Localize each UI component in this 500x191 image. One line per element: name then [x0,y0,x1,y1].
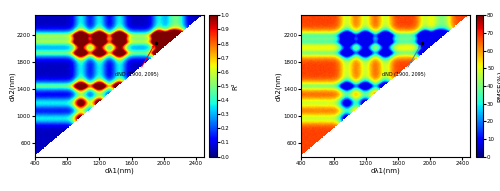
Y-axis label: dλ2(nm): dλ2(nm) [9,71,16,101]
Y-axis label: RMSE(%): RMSE(%) [497,70,500,102]
Text: dND (1900, 2095): dND (1900, 2095) [382,46,426,77]
X-axis label: dλ1(nm): dλ1(nm) [371,167,400,174]
X-axis label: dλ1(nm): dλ1(nm) [104,167,134,174]
Y-axis label: R²: R² [232,82,238,90]
Y-axis label: dλ2(nm): dλ2(nm) [276,71,282,101]
Text: dND (1900, 2095): dND (1900, 2095) [116,46,159,77]
